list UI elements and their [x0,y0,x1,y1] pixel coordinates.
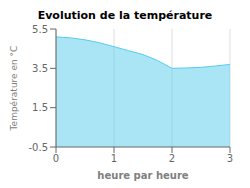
svg-text:heure par heure: heure par heure [97,170,188,181]
svg-text:2: 2 [169,153,175,164]
svg-text:1: 1 [111,153,117,164]
svg-text:5.5: 5.5 [32,24,48,35]
svg-text:1.5: 1.5 [32,102,48,113]
svg-text:Température en °C: Température en °C [9,46,19,132]
svg-text:0: 0 [53,153,59,164]
html-text:Evolution de la température: Evolution de la température [37,9,213,22]
svg-text:3: 3 [227,153,233,164]
svg-text:-0.5: -0.5 [28,142,48,153]
svg-text:3.5: 3.5 [32,63,48,74]
